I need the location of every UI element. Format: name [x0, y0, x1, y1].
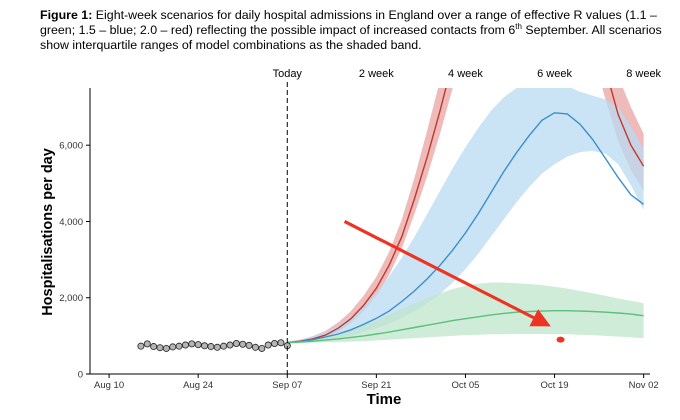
- x-tick-label: Aug 10: [94, 380, 124, 391]
- observed-point: [156, 344, 164, 352]
- observed-point: [277, 339, 285, 347]
- observed-point: [213, 343, 221, 351]
- y-axis-label: Hospitalisations per day: [40, 148, 56, 316]
- observed-point: [162, 344, 170, 352]
- band-r-1-1: [287, 282, 644, 344]
- top-week-labels: Today 2 week 4 week 6 week 8 week: [273, 68, 662, 80]
- interquartile-bands: [287, 88, 644, 344]
- top-label: 8 week: [626, 68, 661, 80]
- observed-point: [207, 343, 215, 351]
- band-r-2-0: [287, 88, 644, 344]
- top-label: 6 week: [537, 68, 572, 80]
- observed-point: [251, 343, 259, 351]
- line-r-1-5: [287, 112, 645, 344]
- caption-label: Figure 1:: [40, 8, 93, 22]
- caption-superscript: th: [515, 21, 522, 31]
- observed-point: [226, 341, 234, 349]
- scenario-lines: [287, 88, 645, 344]
- observed-point: [175, 342, 183, 350]
- observed-point: [245, 341, 253, 349]
- x-tick-label: Sep 21: [361, 380, 391, 391]
- observed-points: [137, 339, 291, 352]
- observed-point: [258, 344, 266, 352]
- observed-point: [239, 340, 247, 348]
- x-tick-label: Aug 24: [183, 380, 213, 391]
- observed-point: [137, 342, 145, 350]
- observed-point: [271, 339, 279, 347]
- line-r-1-1: [287, 310, 644, 344]
- observed-point: [169, 343, 177, 351]
- observed-point: [143, 340, 151, 348]
- observed-point: [232, 339, 240, 347]
- observed-point: [194, 341, 202, 349]
- axes: 0 2,000 4,000 6,000 Aug 10 Aug 24 Sep 07 Sep 21…: [59, 82, 659, 391]
- observed-point: [150, 343, 158, 351]
- top-label: Today: [273, 68, 303, 80]
- top-label: 4 week: [448, 68, 483, 80]
- x-axis-label: Time: [367, 391, 402, 408]
- caption-text-end: September. All scenarios show interquart…: [40, 23, 662, 52]
- annotation-dot: [556, 336, 565, 343]
- observed-point: [181, 341, 189, 349]
- arrow-annotation: [343, 220, 565, 343]
- y-tick-label: 6,000: [59, 141, 83, 152]
- x-tick-label: Oct 05: [451, 380, 479, 391]
- line-r-2-0: [287, 88, 645, 344]
- observed-point: [220, 342, 228, 350]
- y-tick-label: 0: [78, 370, 83, 381]
- y-tick-label: 2,000: [59, 293, 83, 304]
- observed-point: [201, 342, 209, 350]
- observed-point: [188, 340, 196, 348]
- observed-point: [264, 341, 272, 349]
- top-label: 2 week: [359, 68, 394, 80]
- band-r-1-5: [287, 88, 644, 344]
- figure-caption: Figure 1: Eight-week scenarios for daily…: [40, 8, 665, 53]
- y-tick-label: 4,000: [59, 217, 83, 228]
- caption-text: Eight-week scenarios for daily hospital …: [40, 8, 657, 37]
- annotation-arrow: [343, 220, 551, 327]
- x-tick-label: Nov 02: [629, 380, 659, 391]
- x-tick-label: Sep 07: [272, 380, 302, 391]
- x-tick-label: Oct 19: [541, 380, 569, 391]
